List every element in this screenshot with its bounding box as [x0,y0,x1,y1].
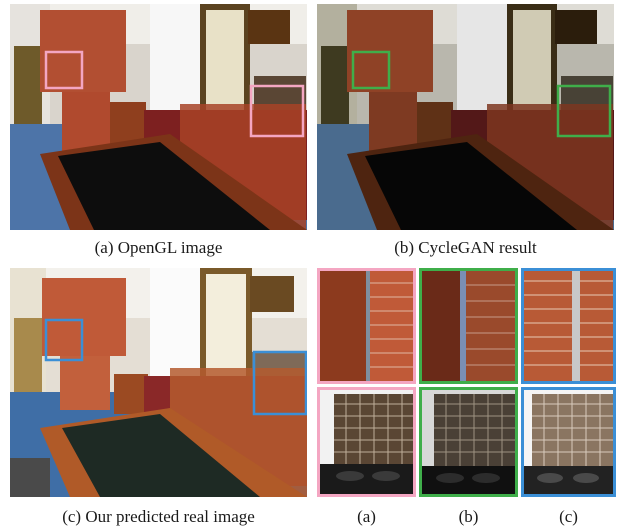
crop-a-tiles [317,387,416,497]
crop-b-brick [419,268,518,384]
crop-caption-b: (b) [458,507,479,526]
crop-caption-a: (a) [357,507,376,526]
crop-c-tiles [521,387,616,497]
panel-b-image [317,4,614,230]
panel-c-image [10,268,307,497]
crop-a-brick [317,268,416,384]
caption-panel-a: (a) OpenGL image [94,238,223,257]
caption-panel-b: (b) CycleGAN result [394,238,537,257]
crop-b-tiles [419,387,518,497]
caption-panel-c: (c) Our predicted real image [62,507,255,526]
crop-caption-c: (c) [559,507,578,526]
panel-a-image [10,4,307,230]
crop-c-brick [521,268,616,384]
